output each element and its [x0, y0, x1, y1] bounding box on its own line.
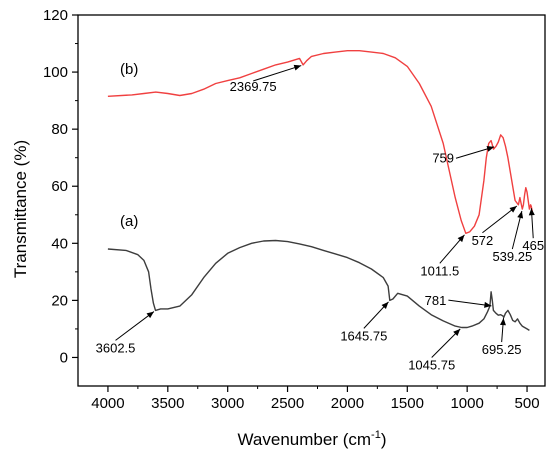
x-tick-label: 4000: [91, 395, 124, 412]
x-tick-label: 2000: [331, 395, 364, 412]
x-axis-title: Wavenumber (cm-1): [238, 429, 387, 449]
x-tick-label: 3500: [151, 395, 184, 412]
x-tick-label: 2500: [271, 395, 304, 412]
annotation-label: 539.25: [492, 249, 532, 264]
annotation-label: 1645.75: [340, 328, 387, 343]
annotation-label: 572: [472, 233, 494, 248]
x-tick-label: 1000: [450, 395, 483, 412]
annotation-label: 3602.5: [96, 340, 136, 355]
annotation-arrow-head: [457, 234, 465, 243]
x-tick-label: 1500: [391, 395, 424, 412]
annotation-arrow-line: [448, 299, 492, 307]
annotation-arrow-head: [499, 318, 506, 326]
x-tick-label: 500: [515, 395, 540, 412]
y-tick-label: 100: [43, 64, 68, 81]
annotation-label: 1011.5: [420, 263, 459, 278]
series-line-a: [107, 239, 530, 331]
axes: 4000 3500 3000 2500 2000 1500 1000 500 0 20 40 60 80…: [43, 7, 546, 412]
annotation-arrow-head: [509, 206, 517, 213]
y-tick-label: 60: [51, 178, 68, 195]
annotation-arrow-line: [115, 311, 155, 341]
annotation-label: 759: [432, 150, 454, 165]
plot-frame: [77, 14, 546, 387]
y-tick-label: 0: [60, 349, 68, 366]
annotation-arrow-head: [528, 208, 535, 216]
y-tick-label: 40: [51, 235, 68, 252]
annotation-arrow-head: [381, 301, 389, 310]
y-tick-label: 80: [51, 121, 68, 138]
series-label-a: (a): [120, 213, 138, 230]
annotation-label: 2369.75: [230, 79, 277, 94]
annotation-arrow-head: [293, 64, 302, 71]
y-axis-title: Transmittance (%): [11, 140, 30, 278]
annotation-arrow-head: [146, 311, 154, 319]
annotation-label: 1045.75: [408, 357, 455, 372]
annotation-label: 695.25: [482, 342, 522, 357]
x-tick-label: 3000: [211, 395, 244, 412]
annotation-label: 465: [522, 238, 544, 253]
annotation-arrow-head: [517, 211, 524, 219]
y-tick-label: 120: [43, 7, 68, 24]
series-label-b: (b): [120, 61, 138, 78]
series-line-b: [107, 50, 534, 235]
series-lines: [107, 50, 534, 331]
annotation-arrow-line: [482, 205, 518, 234]
annotation-label: 781: [425, 293, 447, 308]
annotation-arrow-head: [453, 328, 461, 336]
annotation-arrow-line: [252, 65, 302, 82]
y-tick-label: 20: [51, 292, 68, 309]
annotation-arrow-head: [486, 145, 495, 152]
annotations: 2369.75 3602.5 1645.75 1045.75 781 695.25 759 1…: [96, 64, 544, 372]
annotation-arrow-head: [484, 301, 492, 308]
